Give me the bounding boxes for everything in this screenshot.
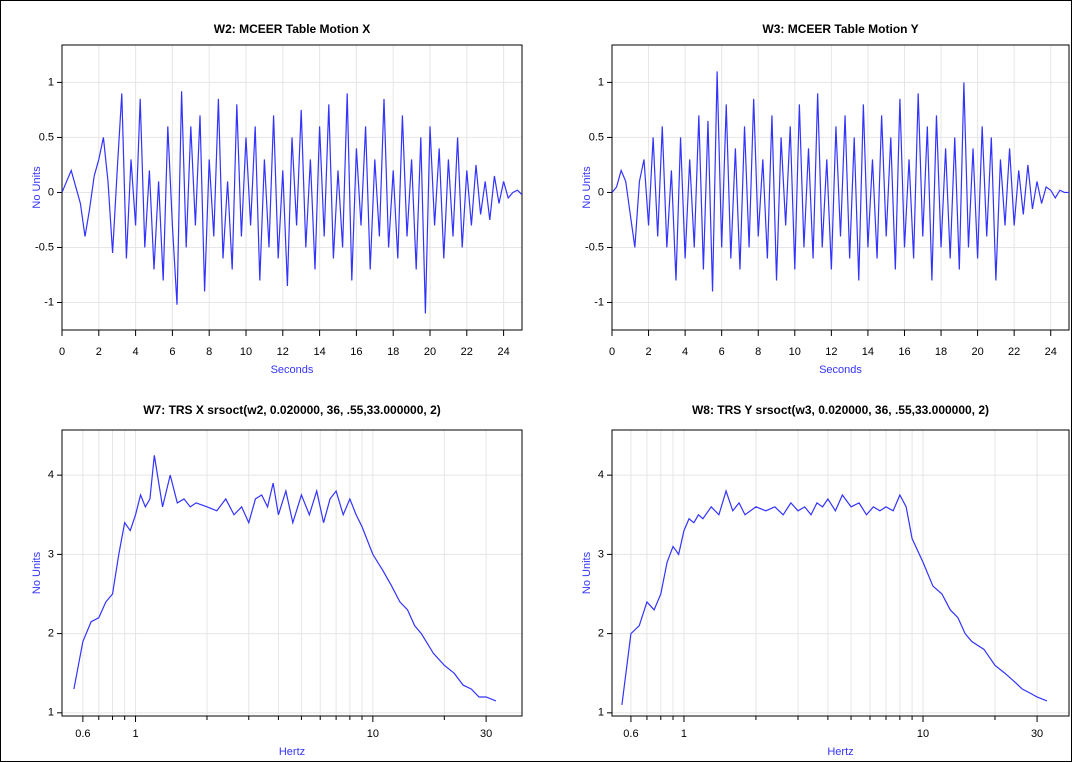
- y-tick-label: 3: [48, 548, 54, 560]
- x-tick-label: 18: [387, 346, 399, 358]
- plot-frame: [61, 429, 523, 717]
- x-tick-label: 18: [935, 346, 947, 358]
- chart: W3: MCEER Table Motion Y0 2 4 6 8 10 12 14 16 18 2…: [581, 22, 1070, 376]
- y-tick-label: 4: [598, 469, 604, 481]
- x-tick-label: 12: [277, 346, 289, 358]
- x-tick-label: 4: [133, 346, 139, 358]
- y-tick-label: 1: [598, 76, 604, 88]
- chart-title: W7: TRS X srsoct(w2, 0.020000, 36, .55,3…: [143, 403, 441, 417]
- x-tick-label: 22: [461, 346, 473, 358]
- data-line: [621, 489, 1048, 705]
- x-tick-label: 10: [917, 728, 929, 740]
- x-axis-label: Seconds: [271, 364, 314, 376]
- x-tick-label: 8: [206, 346, 212, 358]
- y-axis-label: No Units: [581, 166, 593, 209]
- x-tick-label: 8: [755, 346, 761, 358]
- x-axis-label: Hertz: [279, 746, 305, 758]
- y-tick-label: 0.5: [589, 131, 604, 143]
- y-tick-label: -0.5: [35, 241, 54, 253]
- plot-frame: [61, 44, 523, 331]
- x-tick-label: 10: [789, 346, 801, 358]
- y-tick-label: 1: [48, 76, 54, 88]
- x-axis-label: Hertz: [827, 746, 853, 758]
- x-tick-label: 0.6: [623, 728, 638, 740]
- data-line: [61, 91, 523, 314]
- y-tick-label: 3: [598, 548, 604, 560]
- chart-title: W2: MCEER Table Motion X: [214, 22, 370, 36]
- x-tick-label: 6: [169, 346, 175, 358]
- y-tick-label: 0: [48, 186, 54, 198]
- x-tick-label: 1: [681, 728, 687, 740]
- x-tick-label: 14: [313, 346, 325, 358]
- x-tick-label: 0: [59, 346, 65, 358]
- y-tick-label: -0.5: [585, 241, 604, 253]
- x-tick-label: 12: [825, 346, 837, 358]
- y-axis-label: No Units: [581, 551, 593, 594]
- y-tick-label: 1: [598, 707, 604, 719]
- x-tick-label: 1: [132, 728, 138, 740]
- x-tick-label: 16: [898, 346, 910, 358]
- y-axis-label: No Units: [31, 551, 43, 594]
- x-tick-label: 22: [1008, 346, 1020, 358]
- x-tick-label: 30: [480, 728, 492, 740]
- x-tick-label: 0: [609, 346, 615, 358]
- y-tick-label: 4: [48, 469, 54, 481]
- chart-title: W3: MCEER Table Motion Y: [762, 22, 918, 36]
- x-tick-label: 2: [645, 346, 651, 358]
- plot-frame: [611, 44, 1070, 331]
- x-tick-label: 0.6: [75, 728, 90, 740]
- data-line: [611, 71, 1069, 292]
- y-axis-label: No Units: [31, 166, 43, 209]
- x-tick-label: 24: [497, 346, 509, 358]
- x-tick-label: 10: [240, 346, 252, 358]
- y-tick-label: -1: [594, 296, 604, 308]
- chart: W7: TRS X srsoct(w2, 0.020000, 36, .55,3…: [31, 403, 523, 758]
- x-tick-label: 30: [1031, 728, 1043, 740]
- x-axis-label: Seconds: [819, 364, 862, 376]
- y-tick-label: 0.5: [39, 131, 54, 143]
- x-tick-label: 4: [682, 346, 688, 358]
- y-tick-label: -1: [44, 296, 54, 308]
- plot-frame: [611, 429, 1070, 717]
- y-tick-label: 1: [48, 707, 54, 719]
- x-tick-label: 6: [719, 346, 725, 358]
- chart: W8: TRS Y srsoct(w3, 0.020000, 36, .55,3…: [581, 403, 1070, 758]
- x-tick-label: 20: [424, 346, 436, 358]
- x-tick-label: 14: [862, 346, 874, 358]
- x-tick-label: 16: [350, 346, 362, 358]
- x-tick-label: 10: [367, 728, 379, 740]
- y-tick-label: 0: [598, 186, 604, 198]
- y-tick-label: 2: [598, 628, 604, 640]
- data-line: [73, 455, 497, 702]
- chart: W2: MCEER Table Motion X0 2 4 6 8 10 12 14 16 18 2…: [31, 22, 523, 376]
- y-tick-label: 2: [48, 628, 54, 640]
- x-tick-label: 20: [971, 346, 983, 358]
- x-tick-label: 2: [96, 346, 102, 358]
- chart-title: W8: TRS Y srsoct(w3, 0.020000, 36, .55,3…: [692, 403, 989, 417]
- x-tick-label: 24: [1045, 346, 1057, 358]
